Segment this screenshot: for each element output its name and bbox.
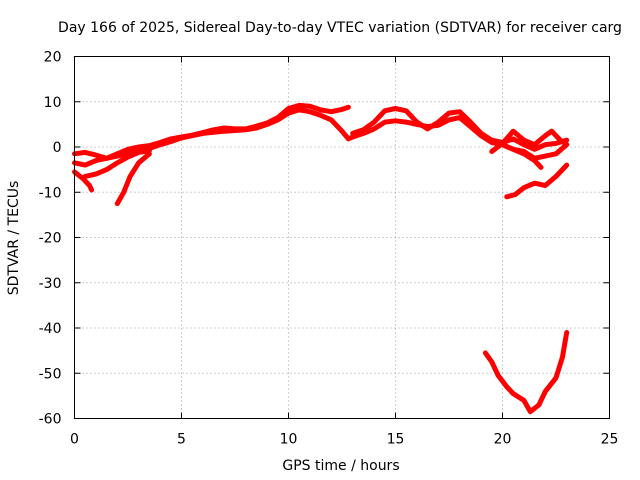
x-tick-label: 25 bbox=[601, 432, 619, 448]
series-track-9 bbox=[504, 162, 570, 200]
y-tick-label: -20 bbox=[39, 231, 62, 247]
y-tick-label: -30 bbox=[39, 276, 62, 292]
chart-title: Day 166 of 2025, Sidereal Day-to-day VTE… bbox=[58, 20, 622, 36]
y-tick-label: -40 bbox=[39, 321, 62, 337]
x-tick-label: 5 bbox=[177, 432, 186, 448]
x-tick-label: 20 bbox=[494, 432, 512, 448]
grid bbox=[74, 56, 610, 419]
x-axis-label: GPS time / hours bbox=[282, 458, 399, 474]
x-tick-label: 15 bbox=[387, 432, 405, 448]
data-series bbox=[72, 102, 570, 415]
x-tick-label: 0 bbox=[70, 432, 79, 448]
y-tick-label: 0 bbox=[53, 140, 62, 156]
series-track-10 bbox=[482, 330, 570, 415]
series-track-7 bbox=[500, 142, 570, 161]
series-track-3 bbox=[72, 169, 95, 193]
series-track-4 bbox=[82, 148, 152, 179]
y-axis-label: SDTVAR / TECUs bbox=[6, 181, 22, 296]
y-tick-label: 20 bbox=[44, 50, 62, 66]
y-tick-label: -50 bbox=[39, 366, 62, 382]
plot-frame bbox=[74, 56, 610, 419]
y-tick-label: -60 bbox=[39, 412, 62, 428]
series-track-8 bbox=[489, 128, 570, 154]
series-track-6 bbox=[350, 106, 570, 152]
x-tick-label: 10 bbox=[280, 432, 298, 448]
series-track-5 bbox=[114, 151, 152, 207]
y-tick-label: -10 bbox=[39, 185, 62, 201]
y-tick-label: 10 bbox=[44, 95, 62, 111]
y-tick-labels: -60 -50 -40 -30 -20 -10 0 10 20 bbox=[39, 50, 62, 428]
x-tick-labels: 0 5 10 15 20 25 bbox=[70, 432, 618, 448]
